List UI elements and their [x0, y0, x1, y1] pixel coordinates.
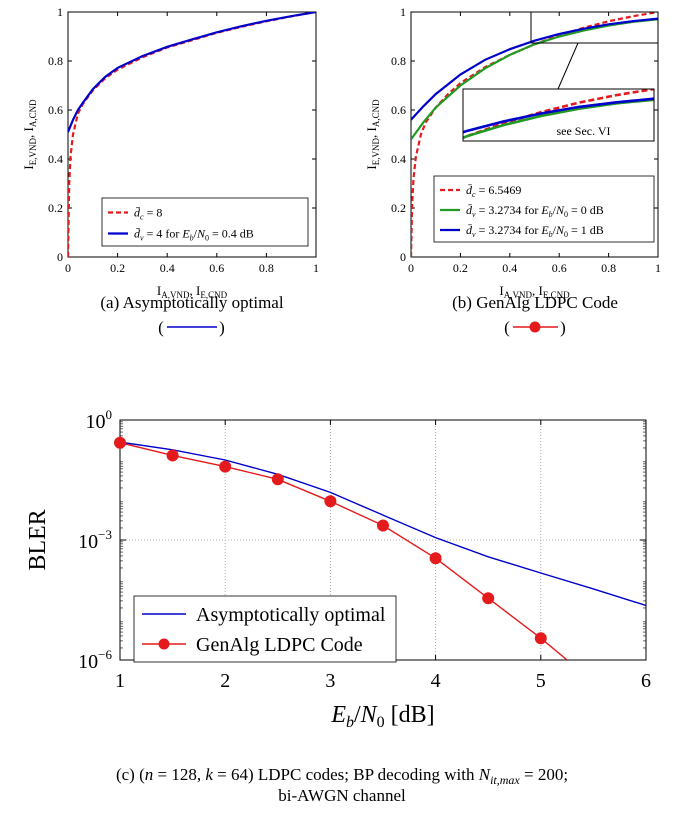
x-tick-label: 4	[431, 670, 441, 692]
series-line-asymptotic	[120, 441, 646, 607]
caption-b-marker	[529, 321, 541, 333]
legend-box	[433, 175, 655, 243]
y-axis-label: IE,VND, IA,CND	[21, 99, 38, 170]
genalg-point	[166, 449, 179, 462]
inset-line-blue	[463, 97, 654, 134]
y-tick-label: 0	[400, 250, 406, 264]
x-tick-label: 6	[641, 670, 651, 692]
caption-b-paren: )	[560, 318, 566, 337]
inset-line-green	[463, 98, 654, 140]
x-tick-label: 0.6	[552, 261, 567, 275]
y-tick-label: 0.2	[391, 201, 406, 215]
y-axis-label: IE,VND, IA,CND	[364, 99, 381, 170]
y-tick-label: 100	[86, 407, 113, 433]
y-tick-label: 0.8	[48, 54, 63, 68]
y-tick-label: 10−6	[78, 647, 112, 673]
caption-c-line1: (c) (n = 128, k = 64) LDPC codes; BP dec…	[116, 765, 568, 787]
genalg-point	[114, 436, 126, 449]
caption-a-paren: )	[219, 318, 225, 337]
x-tick-label: 2	[220, 670, 230, 692]
captions: (a) Asymptotically optimal () (b) GenAlg L…	[100, 293, 617, 805]
genalg-point	[429, 552, 442, 565]
x-tick-label: 0	[408, 261, 414, 275]
chart-c: 1 2 3 4 5 6 100 10−3 10−6 Eb/N0 [dB] BLER Asymptoti…	[25, 407, 651, 731]
x-tick-label: 1	[655, 261, 661, 275]
x-tick-label: 3	[325, 670, 335, 692]
x-tick-label: 0.2	[110, 261, 125, 275]
caption-a-paren: (	[158, 318, 164, 337]
genalg-point	[482, 592, 495, 605]
y-tick-label: 0.6	[48, 103, 63, 117]
y-axis-label: BLER	[25, 509, 51, 570]
genalg-point	[324, 495, 337, 508]
y-tick-label: 1	[57, 5, 63, 19]
x-tick-label: 1	[115, 670, 125, 692]
genalg-point	[219, 460, 232, 473]
x-tick-label: 0.2	[453, 261, 468, 275]
x-tick-label: 5	[536, 670, 546, 692]
y-tick-label: 10−3	[78, 527, 112, 553]
caption-c-line2: bi-AWGN channel	[278, 786, 406, 805]
zoom-connector	[557, 42, 579, 90]
legend-entry: d̄c = 8	[134, 206, 162, 222]
x-tick-label: 0.4	[502, 261, 517, 275]
caption-b: (b) GenAlg LDPC Code	[452, 293, 618, 312]
x-axis-label: Eb/N0 [dB]	[330, 702, 434, 731]
series-line-green	[411, 18, 658, 141]
y-tick-label: 0.4	[391, 152, 406, 166]
y-tick-label: 1	[400, 5, 406, 19]
legend-marker-genalg	[158, 638, 170, 650]
plot-frame	[67, 11, 317, 258]
legend-entry: d̄v = 3.2734 for Eb/N0 = 1 dB	[466, 223, 604, 239]
legend-entry-asymptotic: Asymptotically optimal	[196, 604, 386, 626]
genalg-point	[271, 473, 284, 486]
x-tick-label: 0	[65, 261, 71, 275]
series-line-blue	[68, 12, 316, 133]
y-tick-label: 0.6	[391, 103, 406, 117]
y-tick-label: 0.2	[48, 201, 63, 215]
inset-frame	[462, 88, 655, 142]
x-tick-label: 0.6	[209, 261, 224, 275]
legend-entry: d̄v = 3.2734 for Eb/N0 = 0 dB	[466, 203, 604, 219]
inset-line-red	[463, 89, 654, 140]
series-line-blue	[411, 17, 658, 121]
legend-box	[133, 595, 397, 663]
legend-entry: d̄v = 4 for Eb/N0 = 0.4 dB	[134, 227, 254, 243]
caption-b-paren: (	[504, 318, 510, 337]
caption-a: (a) Asymptotically optimal	[100, 293, 283, 312]
x-tick-label: 0.8	[601, 261, 616, 275]
x-tick-label: 1	[313, 261, 319, 275]
x-tick-label: 0.4	[160, 261, 175, 275]
y-tick-label: 0.4	[48, 152, 63, 166]
series-line-red	[411, 12, 658, 257]
legend-entry-genalg: GenAlg LDPC Code	[196, 634, 363, 656]
genalg-point	[534, 632, 547, 645]
y-tick-label: 0.8	[391, 54, 406, 68]
legend-box	[101, 197, 309, 247]
legend-entry: d̄c = 6.5469	[466, 183, 521, 199]
zoom-box	[530, 11, 659, 44]
inset-note: see Sec. VI	[556, 124, 610, 138]
y-tick-label: 0	[57, 250, 63, 264]
x-tick-label: 0.8	[259, 261, 274, 275]
genalg-point	[377, 519, 389, 532]
